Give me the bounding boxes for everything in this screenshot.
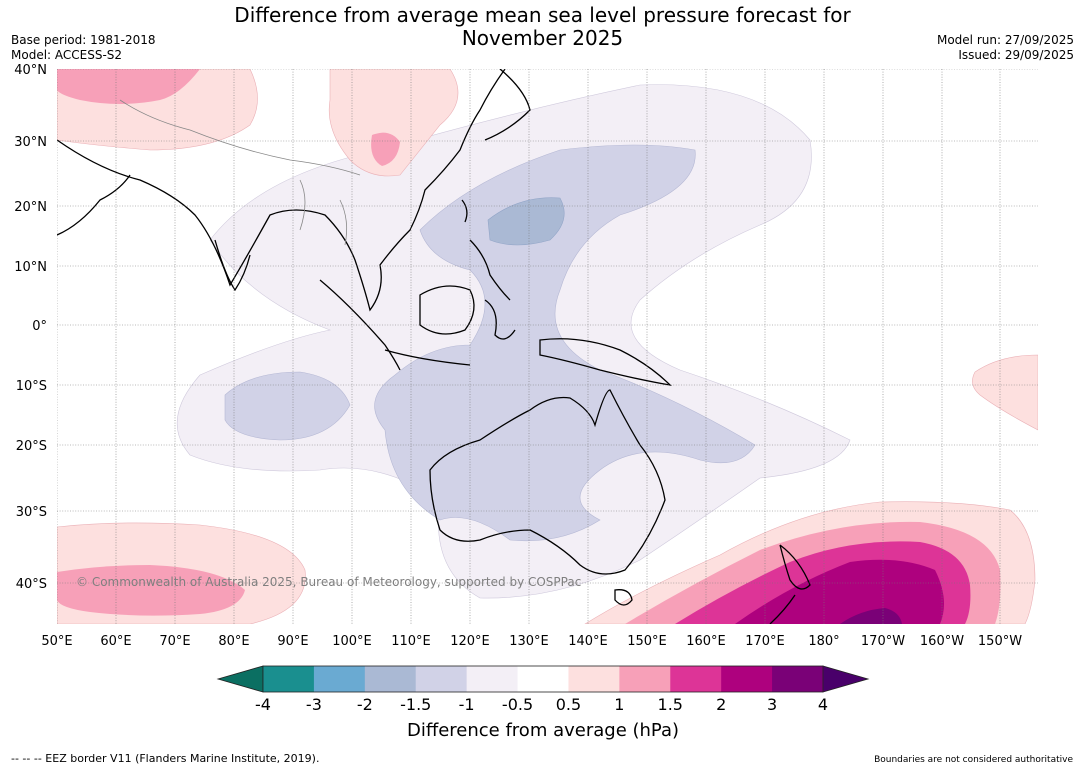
- lon-label-60e: 60°E: [100, 634, 131, 649]
- colorbar-tick-7: 1: [614, 695, 624, 714]
- meta-right: Model run: 27/09/2025 Issued: 29/09/2025: [937, 33, 1074, 63]
- lat-label-30n: 30°N: [14, 135, 47, 150]
- issued-date: Issued: 29/09/2025: [958, 48, 1074, 62]
- colorbar-tick-5: -0.5: [502, 695, 533, 714]
- colorbar: -4 -3 -2 -1.5 -1 -0.5 0.5 1 1.5 2 3 4 Difference fr…: [216, 665, 870, 741]
- coast-tasmania: [614, 589, 633, 606]
- anomaly-region-pos-tasman-3: [735, 559, 944, 624]
- anomaly-region-pos-sw-inner: [57, 565, 245, 616]
- coast-japan: [484, 69, 531, 141]
- lon-label-80e: 80°E: [218, 634, 249, 649]
- model-name: Model: ACCESS-S2: [11, 48, 123, 62]
- lon-label-110e: 110°E: [391, 634, 431, 649]
- coastlines: [57, 69, 811, 624]
- lat-label-10s: 10°S: [16, 379, 47, 394]
- lon-label-170e: 170°E: [745, 634, 785, 649]
- lon-label-170w: 170°W: [861, 634, 905, 649]
- lon-label-140e: 140°E: [568, 634, 608, 649]
- colorbar-extend-low: [216, 665, 264, 693]
- coast-sulawesi: [484, 299, 516, 340]
- anomaly-region-pos-china: [328, 69, 459, 177]
- lon-label-120e: 120°E: [450, 634, 490, 649]
- lat-label-20s: 20°S: [16, 439, 47, 454]
- lon-label-100e: 100°E: [332, 634, 372, 649]
- anomaly-region-pos-east: [972, 354, 1038, 431]
- colorbar-segment-3: [415, 666, 468, 692]
- colorbar-segment-9: [721, 666, 773, 692]
- colorbar-frame: [262, 665, 824, 693]
- lon-label-150w: 150°W: [978, 634, 1022, 649]
- lat-label-0: 0°: [32, 319, 47, 334]
- colorbar-segment-6: [568, 666, 620, 692]
- coast-philippines: [469, 239, 511, 301]
- colorbar-segment-5: [517, 666, 569, 692]
- base-period: Base period: 1981-2018: [11, 33, 156, 47]
- title-line-2: November 2025: [461, 26, 624, 50]
- coast-taiwan: [461, 199, 468, 223]
- map-plot-area: © Commonwealth of Australia 2025, Bureau…: [57, 69, 1038, 624]
- lon-label-130e: 130°E: [509, 634, 549, 649]
- boundary-disclaimer: Boundaries are not considered authoritat…: [874, 755, 1073, 765]
- eez-note: -- -- -- EEZ border V11 (Flanders Marine…: [11, 752, 320, 765]
- lon-label-70e: 70°E: [159, 634, 190, 649]
- meta-left: Base period: 1981-2018 Model: ACCESS-S2: [11, 33, 156, 63]
- country-borders: [119, 99, 361, 246]
- lon-label-160w: 160°W: [920, 634, 964, 649]
- coast-sumatra: [319, 279, 401, 371]
- lat-label-40n: 40°N: [14, 63, 47, 78]
- anomaly-region-neg1-west: [224, 371, 351, 441]
- copyright-text: © Commonwealth of Australia 2025, Bureau…: [76, 575, 581, 589]
- colorbar-tick-11: 4: [818, 695, 828, 714]
- title-line-1: Difference from average mean sea level p…: [234, 3, 851, 27]
- colorbar-tick-4: -1: [459, 695, 475, 714]
- anomaly-region-pos-tasman-4: [840, 608, 902, 624]
- lon-label-90e: 90°E: [277, 634, 308, 649]
- colorbar-tick-0: -4: [255, 695, 271, 714]
- colorbar-tick-10: 3: [767, 695, 777, 714]
- latitude-labels: 40°N 30°N 20°N 10°N 0° 10°S 20°S 30°S 40…: [14, 63, 47, 592]
- anomaly-region-pos-nw-inner: [57, 69, 200, 104]
- colorbar-segment-1: [313, 666, 366, 692]
- colorbar-segment-10: [772, 666, 824, 692]
- lat-label-40s: 40°S: [16, 577, 47, 592]
- coast-nz-north: [779, 544, 811, 590]
- lon-label-160e: 160°E: [686, 634, 726, 649]
- coast-asia-mainland: [57, 69, 506, 312]
- longitude-labels: 50°E 60°E 70°E 80°E 90°E 100°E 110°E 120…: [41, 634, 1022, 649]
- colorbar-ticks: -4 -3 -2 -1.5 -1 -0.5 0.5 1 1.5 2 3 4: [255, 695, 828, 714]
- coast-india-south: [214, 239, 251, 292]
- colorbar-segment-7: [619, 666, 671, 692]
- coast-australia: [429, 389, 666, 575]
- lon-label-50e: 50°E: [41, 634, 72, 649]
- colorbar-segment-4: [466, 666, 519, 692]
- lat-label-30s: 30°S: [16, 505, 47, 520]
- border-asia-1: [119, 99, 361, 176]
- coast-new-guinea: [539, 338, 672, 386]
- chart-title: Difference from average mean sea level p…: [0, 4, 1085, 50]
- colorbar-label: Difference from average (hPa): [407, 720, 679, 741]
- coast-borneo: [419, 285, 475, 335]
- colorbar-tick-3: -1.5: [400, 695, 431, 714]
- colorbar-extend-high: [822, 665, 870, 693]
- anomaly-region-neg15: [487, 197, 565, 246]
- colorbar-tick-1: -3: [306, 695, 322, 714]
- lon-label-150e: 150°E: [627, 634, 667, 649]
- model-run: Model run: 27/09/2025: [936, 33, 1074, 47]
- colorbar-segment-2: [364, 666, 417, 692]
- coast-nz-south: [769, 594, 796, 624]
- lon-label-180: 180°: [808, 634, 839, 649]
- coast-java: [384, 349, 471, 366]
- border-asia-2: [299, 179, 348, 246]
- colorbar-tick-6: 0.5: [556, 695, 581, 714]
- colorbar-segment-0: [263, 666, 315, 692]
- colorbar-segment-8: [670, 666, 722, 692]
- colorbar-tick-8: 1.5: [658, 695, 683, 714]
- colorbar-segments: [263, 666, 824, 692]
- lat-label-10n: 10°N: [14, 260, 47, 275]
- colorbar-tick-9: 2: [716, 695, 726, 714]
- lat-label-20n: 20°N: [14, 200, 47, 215]
- coast-arabia: [57, 174, 131, 236]
- colorbar-tick-2: -2: [357, 695, 373, 714]
